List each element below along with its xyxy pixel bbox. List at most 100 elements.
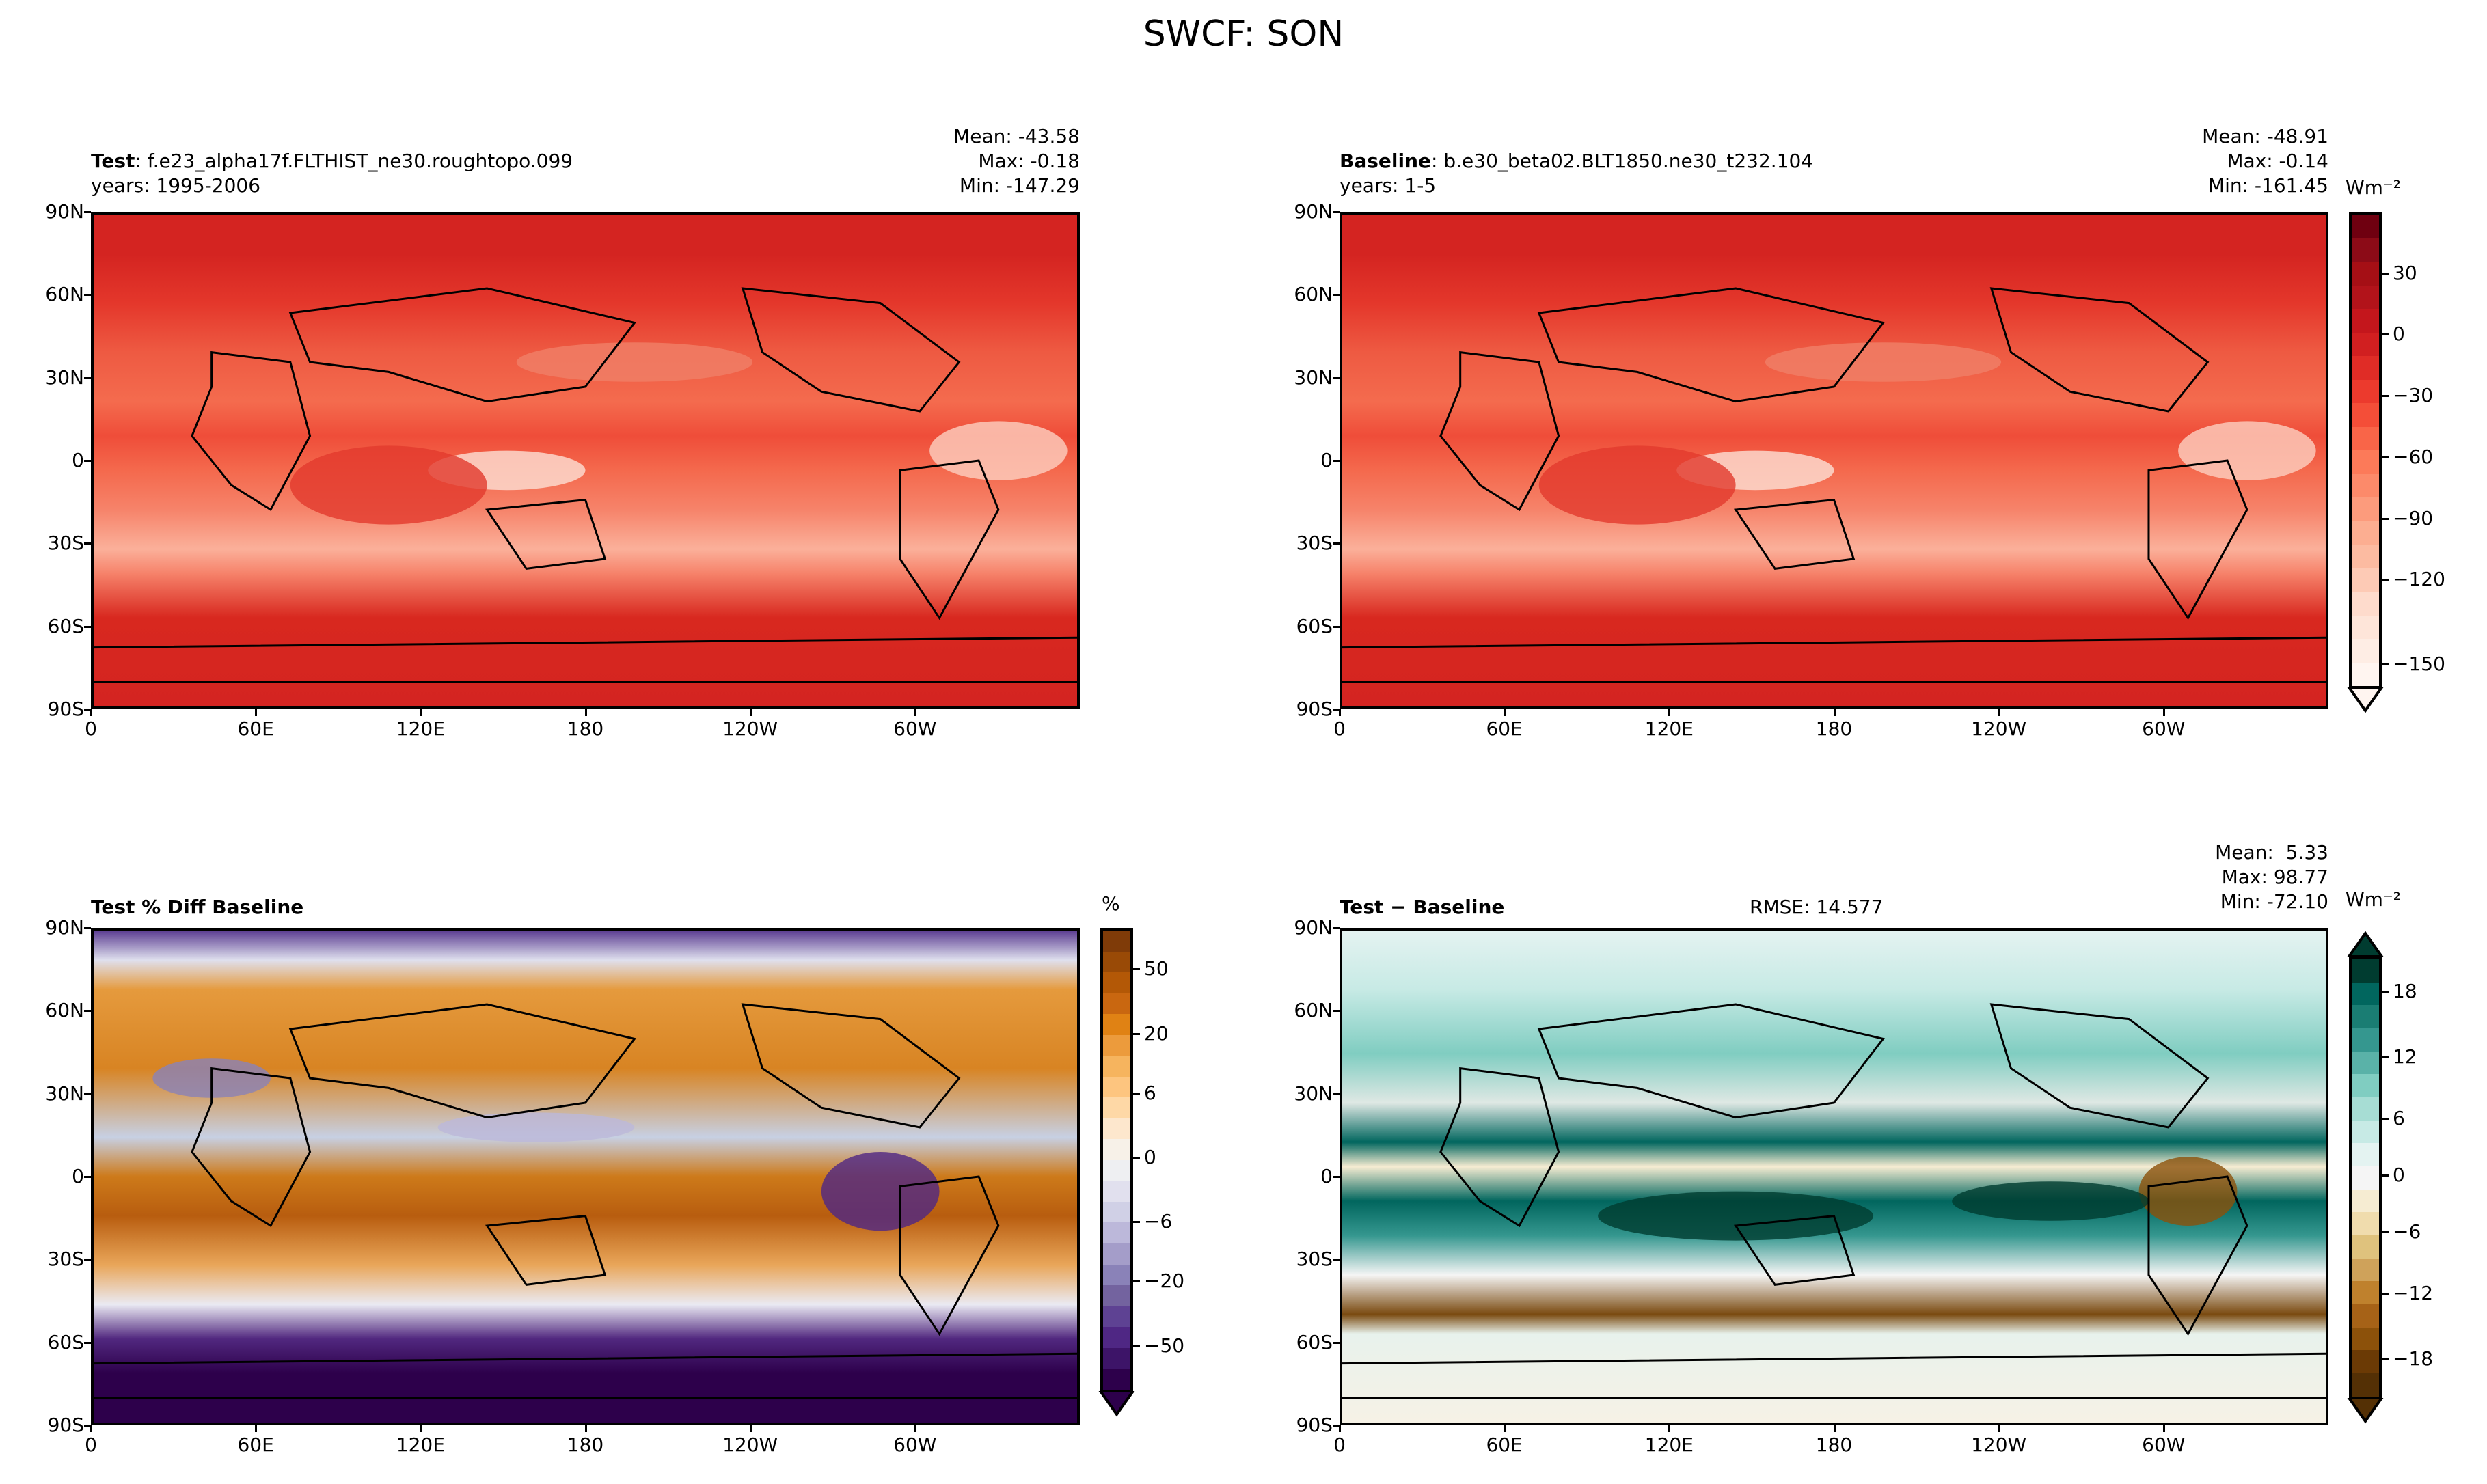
colorbar-segment <box>1103 931 1130 952</box>
y-tick-label: 60N <box>45 999 84 1022</box>
pct-diff-label: Test % Diff Baseline <box>91 896 304 918</box>
y-tick-mark <box>1333 1259 1340 1261</box>
y-tick-mark <box>84 625 91 628</box>
field-anomaly <box>2178 421 2316 480</box>
colorbar-segment <box>1103 1034 1130 1056</box>
y-tick-label: 90N <box>45 916 84 939</box>
coastline <box>1342 1354 2326 1398</box>
coastline <box>487 500 606 569</box>
test-label: Test <box>91 150 135 172</box>
colorbar-tick-label: −50 <box>1144 1334 1185 1357</box>
colorbar-segment <box>2352 1189 2379 1213</box>
x-tick-label: 120W <box>722 717 778 740</box>
coastline <box>94 1354 1077 1398</box>
colorbar-tick-mark <box>1133 1345 1140 1347</box>
colorbar-tick-label: −18 <box>2393 1347 2434 1370</box>
y-tick-mark <box>84 1341 91 1344</box>
colorbar-tick-mark <box>1133 968 1140 971</box>
coastline <box>290 288 635 402</box>
x-tick-label: 60W <box>893 1433 937 1456</box>
x-tick-mark <box>1339 1425 1341 1432</box>
colorbar-segment <box>2352 1120 2379 1144</box>
colorbar-tick-mark <box>2382 663 2389 666</box>
colorbar-tick-label: 0 <box>2393 322 2405 346</box>
y-tick-label: 60N <box>45 283 84 306</box>
coastline <box>1992 1004 2208 1127</box>
field-anomaly <box>1538 445 1736 525</box>
y-tick-label: 60N <box>1294 283 1333 306</box>
colorbar-segment <box>1103 1264 1130 1286</box>
colorbar-segment <box>2352 1235 2379 1259</box>
colorbar-segment <box>2352 379 2379 403</box>
x-tick-mark <box>420 1425 422 1432</box>
colorbar-segment <box>1103 1159 1130 1181</box>
pct-diff-panel: Test % Diff Baseline 90N 60N 30N 0 30S 60S 90S… <box>45 896 1080 1456</box>
baseline-label: Baseline <box>1340 150 1432 172</box>
x-tick-mark <box>749 1425 752 1432</box>
x-tick-label: 0 <box>85 1433 97 1456</box>
colorbar-segment <box>1103 1327 1130 1348</box>
colorbar-tick-label: 30 <box>2393 261 2417 284</box>
colorbar-segment <box>1103 1243 1130 1265</box>
x-tick-mark <box>2162 1425 2165 1432</box>
colorbar-segment <box>1103 1139 1130 1160</box>
coastline <box>2149 461 2247 618</box>
colorbar-tick-mark <box>2382 1358 2389 1360</box>
colorbar-segment <box>2352 662 2379 686</box>
y-tick-mark <box>1333 294 1340 297</box>
colorbar-tick-label: −6 <box>2393 1220 2421 1243</box>
y-tick-label: 60S <box>1296 1330 1333 1354</box>
colorbar-extend-min-arrow <box>1098 1391 1135 1417</box>
y-tick-label: 30S <box>47 1248 84 1271</box>
colorbar-tick-label: 0 <box>2393 1164 2405 1186</box>
x-tick-mark <box>255 709 258 716</box>
colorbar-tick-mark <box>2382 395 2389 398</box>
field-anomaly <box>1952 1181 2149 1221</box>
baseline-min: Min: -161.45 <box>2207 174 2328 197</box>
x-tick-mark <box>584 709 587 716</box>
field-anomaly <box>290 445 487 525</box>
main-colorbar <box>2349 212 2382 689</box>
colorbar-segment <box>2352 1166 2379 1190</box>
y-tick-mark <box>1333 460 1340 462</box>
x-tick-mark <box>914 1425 916 1432</box>
y-tick-label: 0 <box>1320 1165 1333 1187</box>
x-tick-mark <box>1668 709 1671 716</box>
colorbar-tick-label: −120 <box>2393 568 2445 591</box>
map-field <box>1342 931 2326 1423</box>
y-tick-label: 30N <box>45 366 84 389</box>
y-tick-mark <box>1333 1010 1340 1013</box>
test-min: Min: -147.29 <box>959 174 1080 197</box>
diff-min: Min: -72.10 <box>2220 890 2328 913</box>
colorbar-tick-label: 6 <box>2393 1106 2405 1129</box>
coastline <box>743 1004 960 1127</box>
colorbar-segment <box>2352 1327 2379 1351</box>
coastline <box>1736 1216 1854 1285</box>
colorbar-tick-mark <box>2382 456 2389 458</box>
y-tick-label: 60S <box>47 614 84 637</box>
coastline <box>1342 637 2326 682</box>
colorbar-tick-label: 50 <box>1144 957 1169 980</box>
coastline <box>192 1069 310 1226</box>
colorbar-segment <box>2352 568 2379 592</box>
coastline <box>900 461 998 618</box>
y-tick-label: 30N <box>1294 366 1333 389</box>
y-tick-mark <box>1333 211 1340 213</box>
x-tick-label: 0 <box>1333 717 1346 740</box>
colorbar-segment <box>2352 545 2379 568</box>
y-tick-label: 60N <box>1294 999 1333 1022</box>
main-cbar-unit: Wm⁻² <box>2346 176 2401 199</box>
colorbar-tick-mark <box>2382 333 2389 336</box>
colorbar-segment <box>2352 426 2379 450</box>
diff-cbar-unit: Wm⁻² <box>2346 888 2401 911</box>
colorbar-extend-min-arrow <box>2347 687 2384 713</box>
y-tick-mark <box>84 294 91 297</box>
colorbar-tick-mark <box>1133 1157 1140 1159</box>
x-tick-label: 120E <box>1644 1433 1694 1456</box>
test-header: Test: f.e23_alpha17f.FLTHIST_ne30.rought… <box>91 149 573 198</box>
colorbar-segment <box>1103 1285 1130 1306</box>
x-tick-label: 120E <box>1644 717 1694 740</box>
pct-diff-header: Test % Diff Baseline <box>91 895 303 920</box>
x-tick-label: 60W <box>893 717 937 740</box>
